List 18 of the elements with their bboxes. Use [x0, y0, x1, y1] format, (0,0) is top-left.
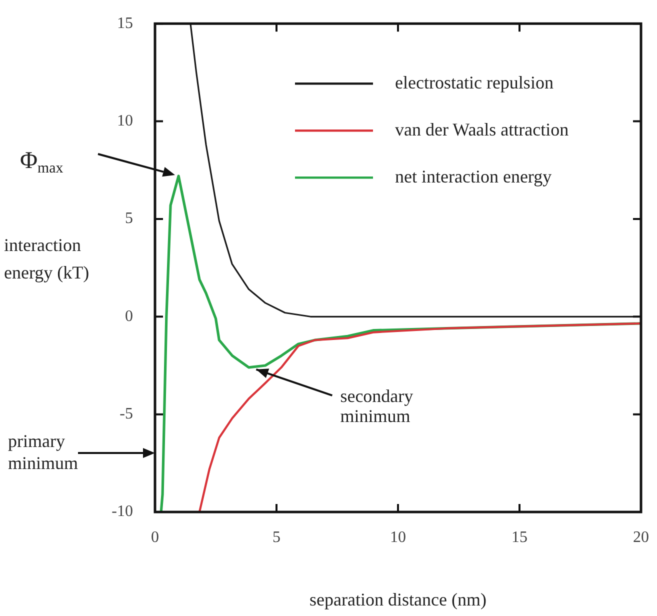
x-tick-label: 0 — [151, 528, 159, 546]
legend-label: electrostatic repulsion — [395, 72, 554, 92]
y-tick-label: -5 — [120, 406, 133, 423]
y-tick-label: 0 — [125, 308, 133, 325]
annotation: secondary minimum — [340, 386, 414, 426]
y-tick-label: -10 — [112, 503, 133, 520]
y-tick-label: 5 — [125, 210, 133, 228]
x-tick-label: 10 — [390, 528, 406, 546]
legend-label: net interaction energy — [395, 166, 552, 186]
x-tick-label: 20 — [633, 528, 649, 546]
text: primary minimum — [8, 431, 78, 474]
y-tick-label: 10 — [117, 112, 133, 130]
x-tick-label: 5 — [272, 528, 280, 546]
x-tick-label: 15 — [512, 528, 528, 546]
y-tick-label: 15 — [117, 14, 133, 32]
legend-label: van der Waals attraction — [395, 119, 569, 140]
y-axis-title: interaction energy (kT) — [4, 235, 90, 282]
x-axis-title: separation distance (nm) — [310, 590, 486, 610]
